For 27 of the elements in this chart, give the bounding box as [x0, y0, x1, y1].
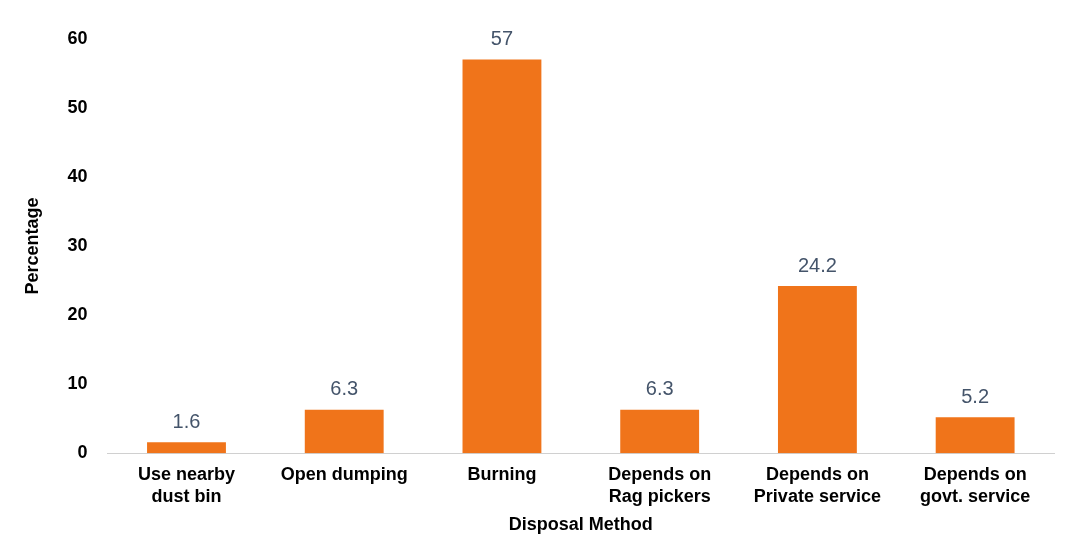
- y-tick-label: 0: [77, 442, 88, 463]
- data-label: 6.3: [330, 377, 359, 400]
- y-tick-label: 10: [67, 373, 88, 394]
- x-tick-label: Burning: [467, 463, 537, 484]
- x-tick-label: Depends on Private service: [753, 463, 881, 506]
- bar: [620, 409, 700, 454]
- data-label: 6.3: [645, 377, 674, 400]
- y-axis-title: Percentage: [21, 197, 42, 295]
- bar: [147, 442, 226, 454]
- x-tick-label: Open dumping: [280, 463, 408, 484]
- x-axis-title: Disposal Method: [508, 514, 653, 535]
- bar: [777, 286, 857, 454]
- bar: [462, 59, 542, 454]
- y-tick-label: 60: [67, 27, 88, 48]
- data-label: 24.2: [797, 253, 837, 276]
- bar: [935, 417, 1015, 454]
- x-tick-label: Use nearby dust bin: [137, 463, 236, 506]
- x-tick-label: Depends on govt. service: [920, 463, 1031, 506]
- bar: [304, 409, 384, 454]
- x-tick-label: Depends on Rag pickers: [608, 463, 712, 506]
- data-label: 5.2: [961, 384, 990, 407]
- y-tick-label: 30: [67, 234, 88, 255]
- data-label: 1.6: [172, 409, 201, 432]
- y-tick-label: 50: [67, 96, 88, 117]
- y-tick-label: 20: [67, 304, 88, 325]
- data-label: 57: [490, 27, 514, 50]
- y-tick-label: 40: [67, 165, 88, 186]
